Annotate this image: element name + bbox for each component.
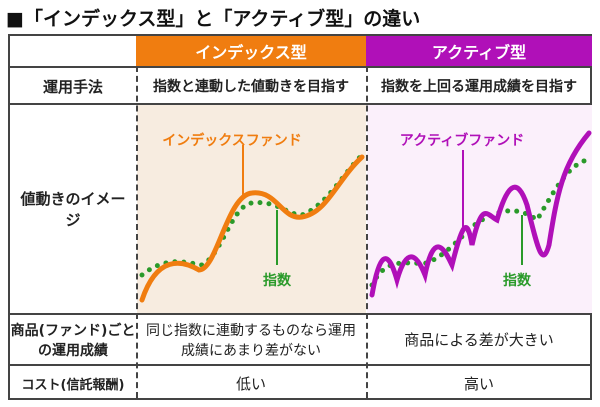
active-fund-line: [369, 130, 592, 298]
row-label-cost: コスト(信託報酬): [21, 377, 125, 393]
row-label-method: 運用手法: [42, 77, 103, 96]
cost-index: 低い: [235, 374, 266, 393]
method-index: 指数と連動した値動きを目指す: [153, 79, 349, 95]
benchmark-line: [369, 157, 590, 288]
performance-index: 同じ指数に連動するものなら運用成績にあまり差がない: [146, 322, 356, 359]
benchmark-label: 指数: [263, 272, 292, 289]
index-chart: インデックスファンド 指数: [137, 105, 366, 313]
header-active: アクティブ型: [366, 36, 592, 66]
header-index: インデックス型: [136, 36, 366, 66]
performance-active: 商品による差が大きい: [404, 331, 554, 349]
cost-active: 高い: [463, 374, 494, 393]
row-label-performance: 商品(ファンド)ごとの運用成績: [10, 322, 136, 359]
active-chart: アクティブファンド 指数: [367, 105, 592, 313]
page-title: ■「インデックス型」と「アクティブ型」の違い: [6, 8, 421, 30]
comparison-table: インデックス型 アクティブ型 運用手法 指数と連動した値動きを目指す 指数を上回…: [8, 34, 592, 400]
benchmark-label: 指数: [503, 272, 532, 289]
method-active: 指数を上回る運用成績を目指す: [381, 79, 577, 95]
active-fund-label: アクティブファンド: [400, 132, 524, 149]
index-fund-line: [139, 154, 365, 303]
benchmark-line: [139, 152, 365, 278]
row-label-image: 値動きのイメージ: [20, 190, 126, 229]
index-fund-label: インデックスファンド: [162, 132, 302, 149]
